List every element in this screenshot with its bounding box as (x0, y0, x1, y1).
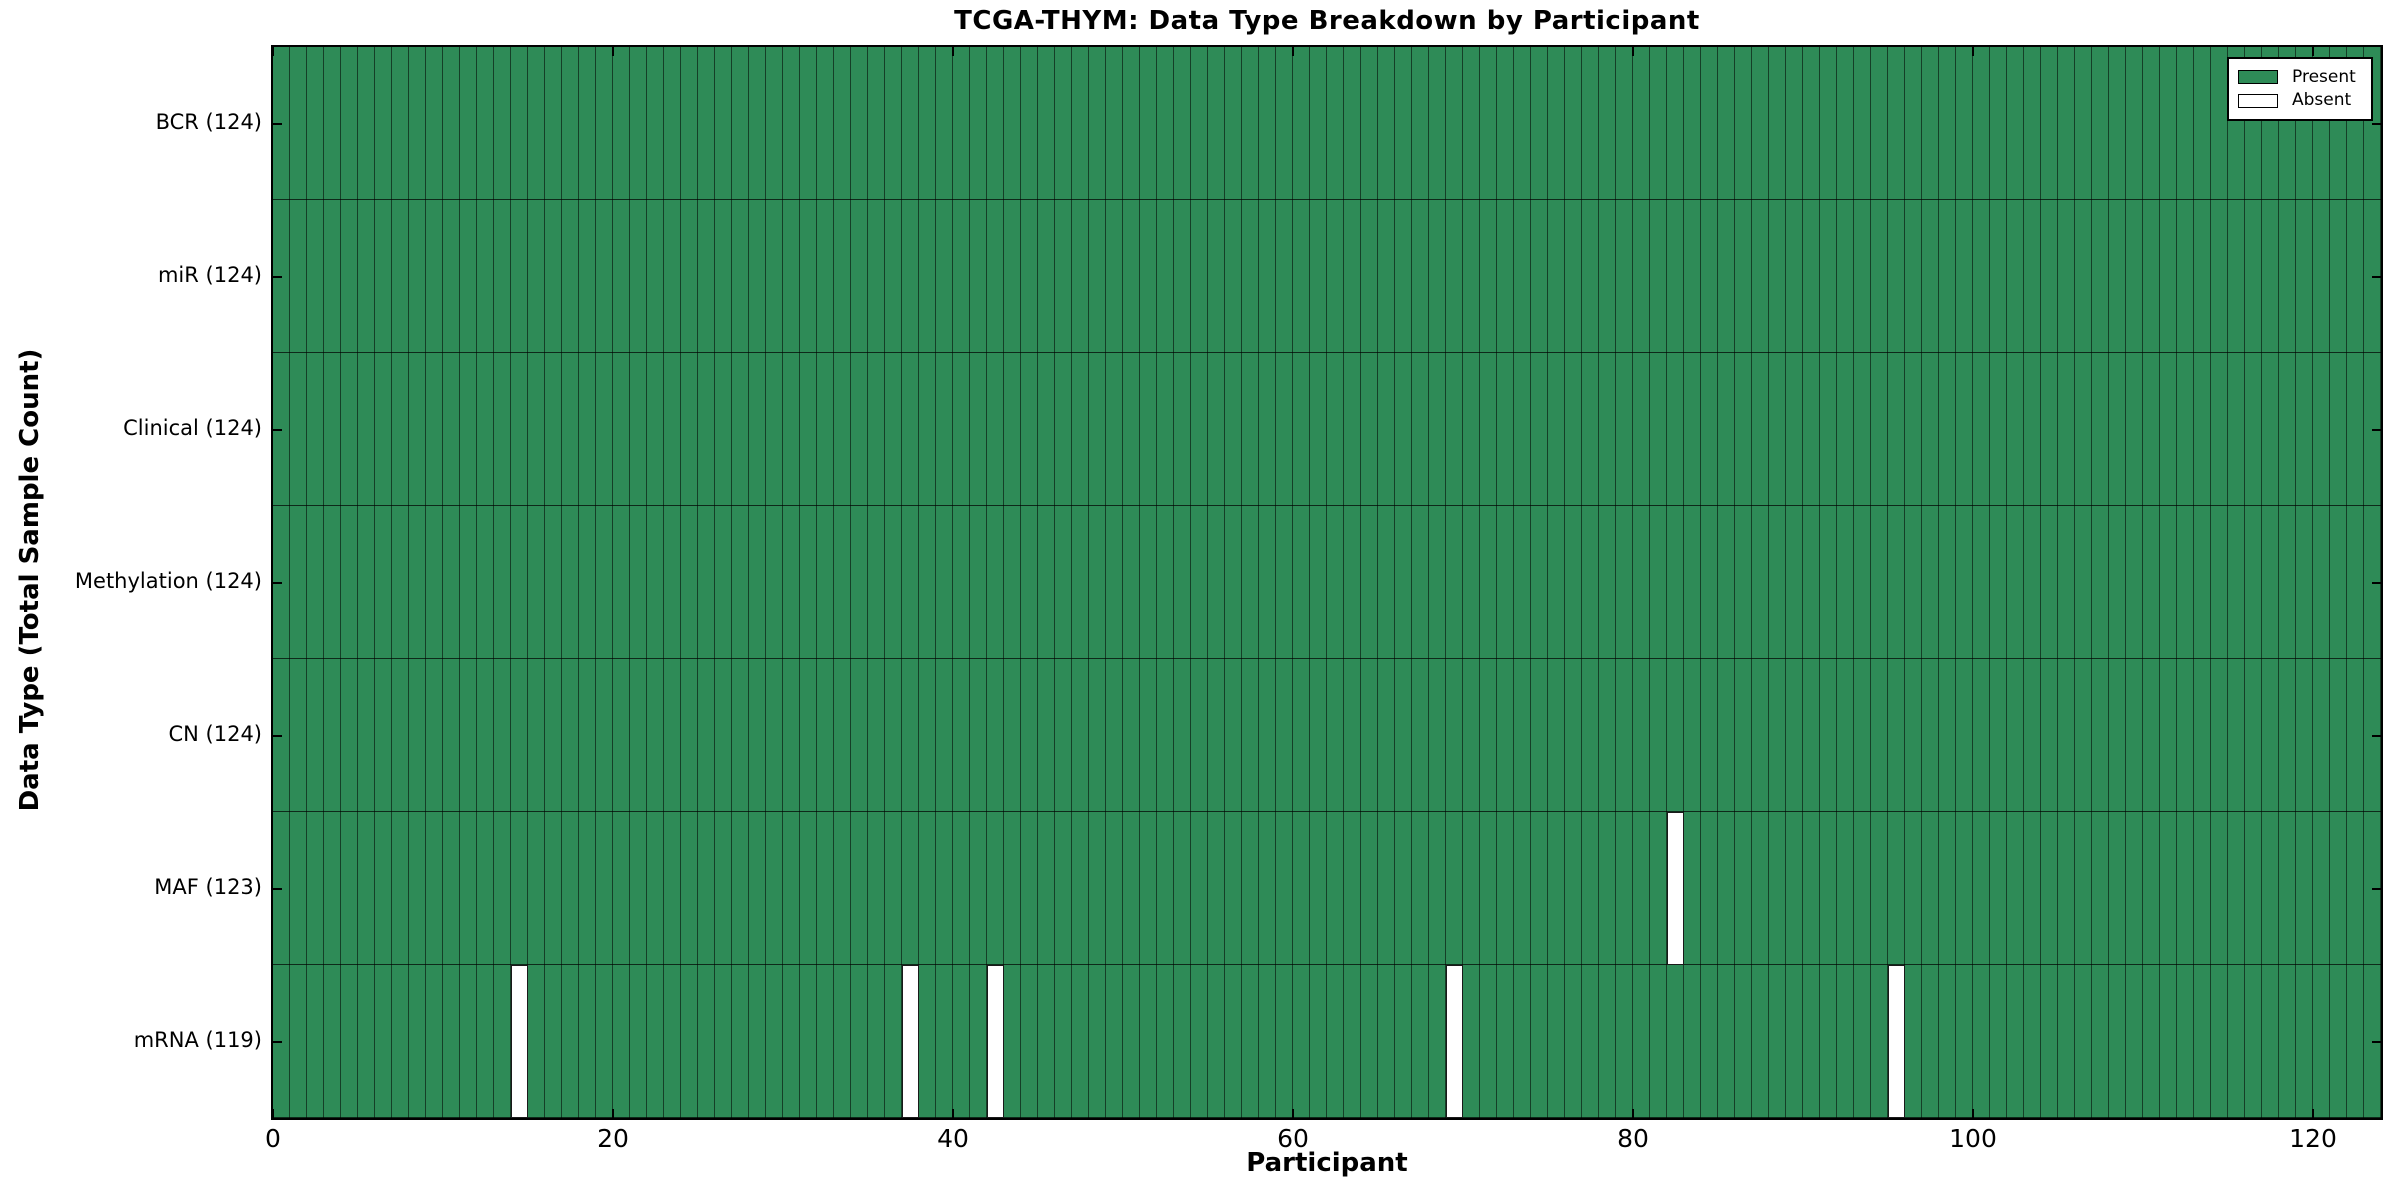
y-tick-mark (273, 122, 282, 125)
absent-cell (1888, 965, 1905, 1118)
row-label: miR (124) (157, 262, 262, 287)
legend: Present Absent (2227, 57, 2373, 121)
x-tick-mark (1292, 1109, 1294, 1118)
y-tick-mark (273, 428, 282, 431)
absent-cell (511, 965, 528, 1118)
absent-cell (1446, 965, 1463, 1118)
x-tick-label: 120 (2289, 1124, 2337, 1153)
row-labels: BCR (124) miR (124) Clinical (124) Methylat… (0, 0, 262, 1200)
y-tick-mark (273, 581, 282, 584)
legend-item-present: Present (2238, 66, 2362, 87)
y-tick-mark (273, 275, 282, 278)
legend-label: Absent (2292, 90, 2352, 111)
legend-label: Present (2292, 66, 2356, 87)
x-tick-mark (952, 47, 954, 56)
y-tick-mark (273, 1040, 282, 1043)
row-label: CN (124) (168, 721, 262, 746)
absent-cell (1667, 812, 1684, 965)
y-tick-mark (2372, 275, 2381, 278)
x-tick-label: 40 (937, 1124, 969, 1153)
y-tick-mark (2372, 1040, 2381, 1043)
x-tick-mark (612, 1109, 614, 1118)
x-tick-mark (2312, 47, 2314, 56)
y-tick-mark (273, 887, 282, 890)
x-tick-mark (1632, 47, 1634, 56)
x-tick-mark (2312, 1109, 2314, 1118)
x-tick-mark (272, 47, 274, 56)
chart-title: TCGA-THYM: Data Type Breakdown by Partic… (954, 6, 1700, 36)
y-tick-mark (2372, 581, 2381, 584)
legend-swatch-present (2238, 70, 2278, 85)
x-tick-label: 60 (1277, 1124, 1309, 1153)
x-tick-label: 100 (1949, 1124, 1997, 1153)
x-tick-label: 20 (597, 1124, 629, 1153)
y-tick-mark (2372, 428, 2381, 431)
x-tick-mark (1972, 47, 1974, 56)
row-label: MAF (123) (154, 874, 262, 899)
x-axis-label: Participant (1246, 1148, 1408, 1178)
legend-swatch-absent (2238, 93, 2278, 108)
row-label: Methylation (124) (74, 568, 262, 593)
absent-cell (902, 965, 919, 1118)
x-tick-mark (1972, 1109, 1974, 1118)
x-tick-label: 0 (265, 1124, 281, 1153)
x-tick-label: 80 (1617, 1124, 1649, 1153)
x-tick-mark (1292, 47, 1294, 56)
y-tick-mark (273, 734, 282, 737)
x-tick-mark (1632, 1109, 1634, 1118)
x-tick-mark (272, 1109, 274, 1118)
legend-item-absent: Absent (2238, 92, 2362, 109)
y-tick-mark (2372, 122, 2381, 125)
row-label: Clinical (124) (123, 415, 262, 440)
absent-cell (987, 965, 1004, 1118)
plot-area (271, 45, 2383, 1120)
row-label: BCR (124) (155, 109, 262, 134)
x-tick-mark (952, 1109, 954, 1118)
y-tick-mark (2372, 734, 2381, 737)
row-label: mRNA (119) (133, 1027, 262, 1052)
x-tick-mark (612, 47, 614, 56)
y-tick-mark (2372, 887, 2381, 890)
